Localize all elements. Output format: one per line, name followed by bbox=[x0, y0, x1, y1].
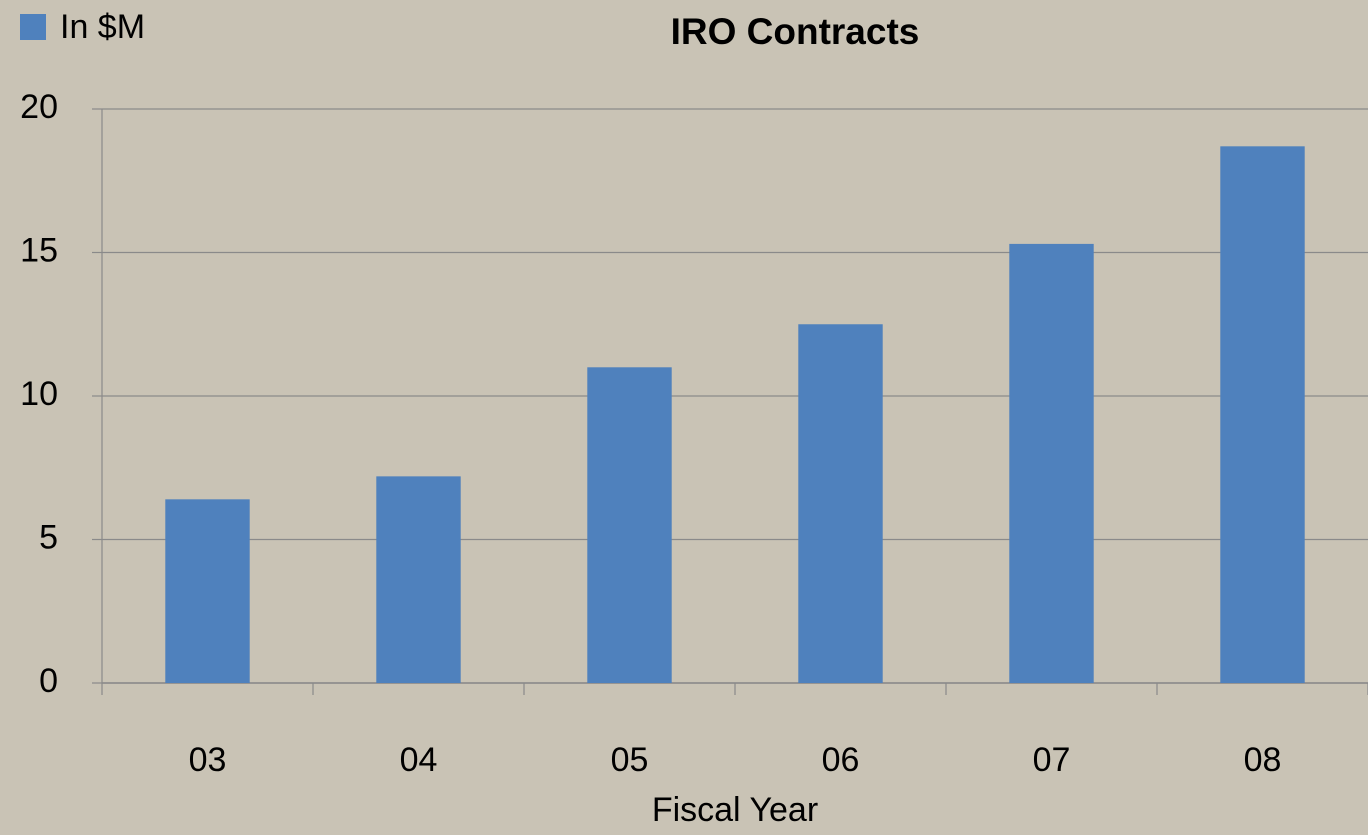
x-tick-label: 05 bbox=[611, 741, 649, 779]
bar bbox=[798, 324, 883, 683]
x-tick-label: 07 bbox=[1033, 741, 1071, 779]
y-tick-label: 5 bbox=[39, 518, 58, 556]
x-axis-title: Fiscal Year bbox=[652, 791, 818, 829]
legend-swatch bbox=[20, 14, 46, 40]
y-tick-label: 15 bbox=[20, 231, 58, 269]
chart-title: IRO Contracts bbox=[671, 11, 920, 52]
bar bbox=[1009, 243, 1094, 683]
bar bbox=[376, 476, 461, 683]
y-tick-label: 20 bbox=[20, 88, 58, 126]
x-tick-label: 03 bbox=[189, 741, 227, 779]
y-tick-label: 10 bbox=[20, 375, 58, 413]
y-tick-label: 0 bbox=[39, 662, 58, 700]
legend-label: In $M bbox=[60, 8, 145, 46]
x-tick-label: 08 bbox=[1244, 741, 1282, 779]
bar bbox=[1220, 146, 1305, 683]
x-tick-label: 06 bbox=[822, 741, 860, 779]
x-tick-label: 04 bbox=[400, 741, 438, 779]
bar bbox=[587, 367, 672, 683]
bar bbox=[165, 499, 250, 683]
